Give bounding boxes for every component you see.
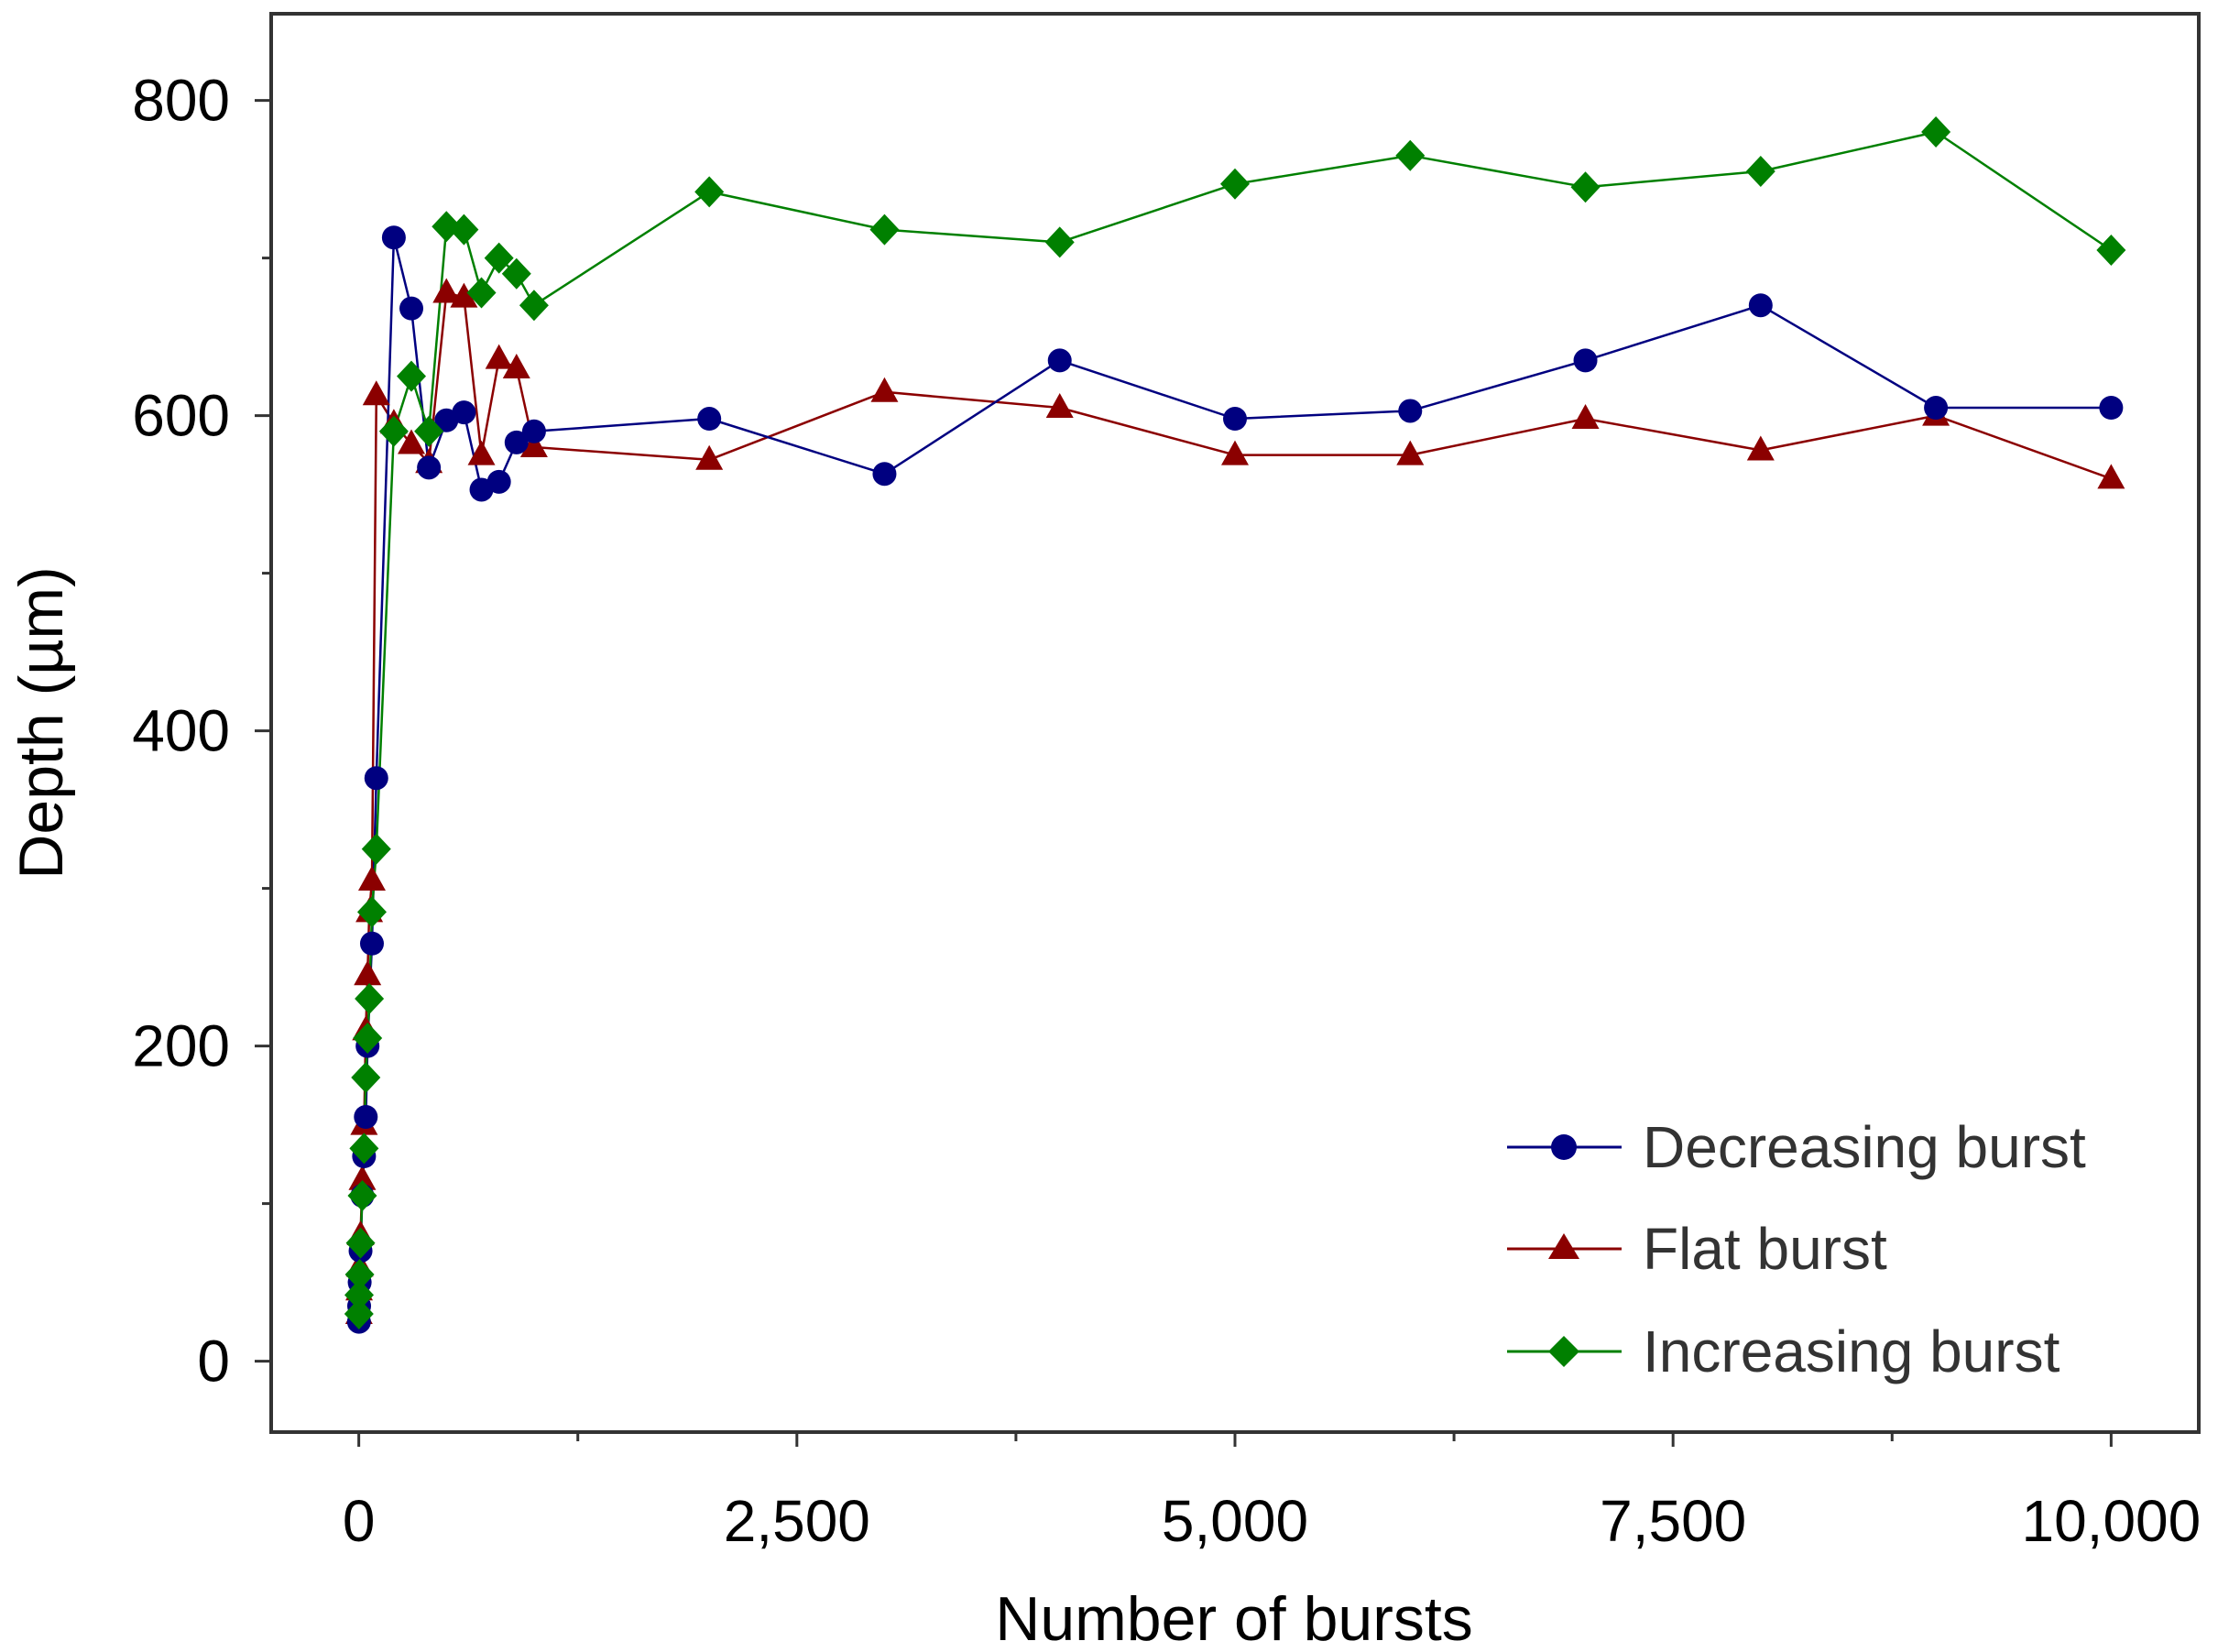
point-flat-burst — [398, 429, 426, 454]
y-axis-title: Depth (µm) — [6, 566, 76, 879]
point-increasing-burst — [694, 176, 725, 208]
point-flat-burst — [1396, 440, 1425, 465]
point-flat-burst — [1221, 440, 1249, 465]
point-flat-burst — [357, 866, 386, 891]
point-flat-burst — [362, 380, 390, 406]
point-flat-burst — [519, 432, 548, 457]
point-increasing-burst — [432, 211, 462, 243]
point-decreasing-burst — [1924, 396, 1949, 420]
y-tick-label: 200 — [132, 1013, 230, 1079]
y-tick-label: 400 — [132, 698, 230, 764]
x-tick-label: 10,000 — [2021, 1488, 2201, 1554]
point-decreasing-burst — [1573, 348, 1598, 373]
x-tick-label: 0 — [343, 1488, 376, 1554]
point-increasing-burst — [869, 213, 900, 246]
legend-item-flat: Flat burst — [1507, 1216, 1887, 1282]
point-increasing-burst — [378, 415, 409, 447]
y-tick-label: 0 — [197, 1329, 230, 1395]
point-flat-burst — [467, 440, 496, 465]
point-increasing-burst — [353, 1023, 383, 1054]
point-increasing-burst — [1044, 226, 1075, 258]
legend-marker-increasing — [1548, 1336, 1579, 1367]
point-flat-burst — [695, 444, 724, 470]
point-increasing-burst — [1395, 139, 1426, 171]
point-increasing-burst — [1220, 168, 1250, 200]
point-decreasing-burst — [1748, 293, 1773, 318]
legend-item-increasing: Increasing burst — [1507, 1318, 2060, 1384]
point-flat-burst — [348, 1165, 377, 1190]
y-tick-label: 600 — [132, 383, 230, 449]
point-flat-burst — [870, 377, 899, 402]
point-increasing-burst — [501, 257, 531, 290]
legend-marker-decreasing — [1551, 1134, 1577, 1160]
point-decreasing-burst — [1398, 399, 1423, 423]
point-increasing-burst — [345, 1227, 376, 1259]
point-increasing-burst — [1921, 116, 1951, 148]
point-flat-burst — [1045, 393, 1074, 418]
point-flat-burst — [432, 278, 461, 303]
point-decreasing-burst — [452, 400, 476, 425]
point-flat-burst — [450, 282, 478, 308]
point-decreasing-burst — [521, 419, 546, 443]
point-increasing-burst — [466, 277, 497, 309]
point-flat-burst — [502, 354, 530, 378]
point-increasing-burst — [344, 1279, 375, 1311]
point-increasing-burst — [397, 360, 427, 392]
point-flat-burst — [354, 960, 382, 986]
legend: Decreasing burst Flat burst Increasing b… — [1507, 1114, 2086, 1384]
point-flat-burst — [1571, 404, 1600, 430]
y-tick-label: 800 — [132, 68, 230, 134]
point-decreasing-burst — [1223, 407, 1247, 432]
point-increasing-burst — [356, 896, 387, 928]
point-decreasing-burst — [504, 430, 529, 454]
point-increasing-burst — [344, 1298, 374, 1329]
point-decreasing-burst — [354, 1105, 378, 1129]
point-decreasing-burst — [2099, 396, 2124, 420]
x-tick-label: 7,500 — [1600, 1488, 1746, 1554]
legend-label-decreasing: Decreasing burst — [1643, 1114, 2086, 1180]
point-decreasing-burst — [359, 931, 384, 956]
series-layer — [344, 116, 2126, 1334]
legend-marker-flat — [1548, 1233, 1579, 1259]
point-increasing-burst — [351, 1062, 381, 1093]
point-decreasing-burst — [872, 462, 897, 487]
legend-item-decreasing: Decreasing burst — [1507, 1114, 2086, 1180]
point-decreasing-burst — [697, 407, 722, 432]
point-increasing-burst — [484, 242, 514, 274]
point-increasing-burst — [1745, 156, 1775, 187]
point-decreasing-burst — [417, 455, 442, 480]
point-flat-burst — [2097, 464, 2125, 489]
point-flat-burst — [1746, 435, 1775, 461]
point-increasing-burst — [361, 833, 391, 865]
point-increasing-burst — [519, 290, 549, 322]
point-decreasing-burst — [399, 296, 424, 321]
legend-label-flat: Flat burst — [1643, 1216, 1887, 1282]
point-increasing-burst — [449, 213, 479, 246]
x-axis: 0 2,500 5,000 7,500 10,000 — [343, 1432, 2201, 1554]
x-tick-label: 2,500 — [724, 1488, 870, 1554]
x-axis-title: Number of bursts — [995, 1584, 1473, 1652]
point-decreasing-burst — [364, 766, 388, 791]
point-flat-burst — [485, 344, 513, 369]
point-increasing-burst — [355, 983, 385, 1014]
plot-frame — [269, 12, 2201, 1434]
point-increasing-burst — [414, 415, 444, 447]
point-decreasing-burst — [381, 225, 406, 250]
point-increasing-burst — [2096, 235, 2126, 266]
x-tick-label: 5,000 — [1162, 1488, 1308, 1554]
point-increasing-burst — [344, 1259, 375, 1290]
y-axis: 0 200 400 600 800 — [132, 68, 271, 1395]
point-decreasing-burst — [486, 469, 511, 494]
point-increasing-burst — [1570, 171, 1601, 203]
point-increasing-burst — [349, 1132, 379, 1165]
legend-label-increasing: Increasing burst — [1643, 1318, 2060, 1384]
point-decreasing-burst — [1047, 348, 1072, 373]
point-increasing-burst — [347, 1180, 377, 1211]
